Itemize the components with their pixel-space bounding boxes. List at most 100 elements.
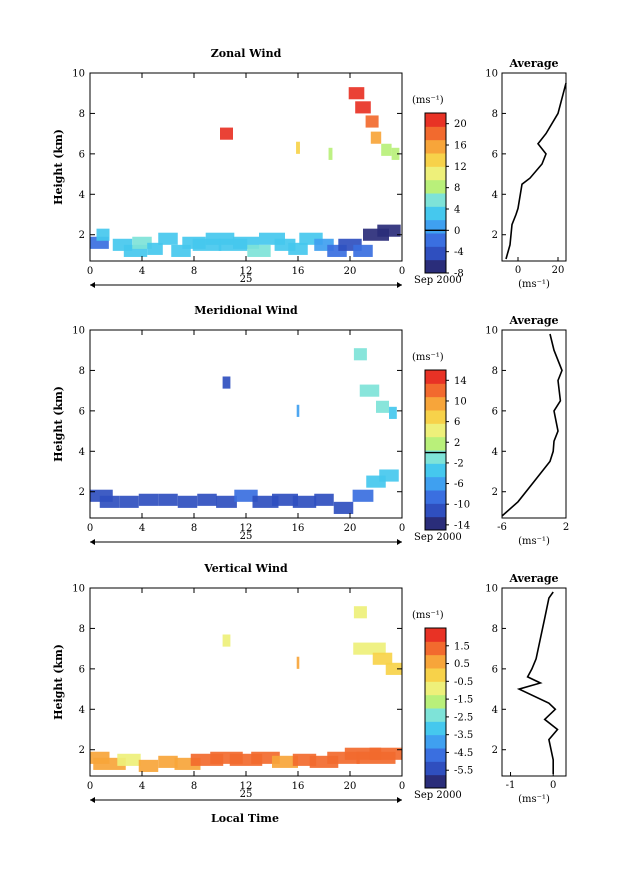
x-tick-label: 20 [344,781,357,792]
avg-x-tick-label: 0 [515,265,521,276]
heatmap-cell [333,501,354,514]
heatmap-cell [117,753,141,766]
colorbar-tick-label: 2 [454,438,460,449]
day-bar-arrow-left [90,539,95,545]
plot-frame [89,72,403,262]
colorbar-segment [425,668,446,682]
day-bar-arrow-right [397,539,402,545]
colorbar-segment [425,503,446,518]
avg-y-tick-label: 10 [485,584,498,595]
colorbar-segment [425,423,446,438]
average-title: Average [508,572,558,585]
heatmap-cell [158,755,178,768]
colorbar-segment [425,370,446,384]
y-tick-label: 10 [72,69,85,80]
y-tick-label: 8 [79,109,85,120]
avg-y-tick-label: 4 [492,447,498,458]
x-tick-label: 0 [87,781,93,792]
colorbar-segment [425,734,446,749]
heatmap-cell [197,493,217,506]
y-tick-label: 8 [79,624,85,635]
day-bar-arrow-left [90,797,95,803]
average-title: Average [508,57,558,70]
colorbar-tick-label: -6 [454,479,464,490]
colorbar-segment [425,219,446,234]
heatmap-cell [353,244,373,257]
colorbar-segment [425,396,446,411]
colorbar-tick-label: 10 [454,396,467,407]
colorbar-tick-label: -8 [454,269,464,280]
colorbar-tick-label: -2 [454,458,464,469]
colorbar-segment [425,490,446,504]
x-tick-label: 0 [399,781,405,792]
heatmap-cells [90,87,401,257]
y-tick-label: 8 [79,366,85,377]
heatmap-cells [90,348,399,514]
heatmap-cell [352,489,374,502]
colorbar-segment [425,748,446,762]
heatmap-cell [365,115,379,128]
heatmap-cell [372,652,393,665]
avg-y-tick-label: 10 [485,69,498,80]
day-bar-arrow-right [397,797,402,803]
heatmap-cell [158,232,178,245]
x-tick-label: 0 [399,523,405,534]
colorbar-units: (ms⁻¹) [412,610,444,621]
day-bar-arrow-right [397,282,402,288]
x-tick-label: 4 [139,781,145,792]
colorbar-tick-label: 4 [454,205,460,216]
colorbar-segment [425,259,446,274]
colorbar-segment [425,774,446,789]
colorbar-segment [425,463,446,478]
colorbar-segment [425,193,446,207]
x-tick-label: 16 [292,523,305,534]
heatmap-cell [379,469,399,482]
panel-meridional: Meridional Wind 2 4 6 8 10 Height (km) 0 4 8 12 16 2… [52,304,569,547]
colorbar-segment [425,383,446,398]
colorbar-segment [425,179,446,194]
colorbar-segment [425,410,446,424]
y-tick-label: 2 [79,745,85,756]
colorbar-segment [425,153,446,167]
heatmap-cell [389,406,397,419]
heatmap-cell [138,493,159,506]
avg-x-tick-label: -6 [497,522,507,533]
colorbar-tick-label: 1.5 [454,641,470,652]
x-tick-label: 4 [139,523,145,534]
colorbar-tick-label: -4 [454,247,464,258]
colorbar-segment [425,206,446,221]
y-axis-label: Height (km) [52,129,65,205]
average-profile-line [505,82,567,260]
heatmap-cell [296,141,300,154]
colorbar-segment [425,436,446,451]
avg-x-tick-label: 0 [550,780,556,791]
colorbar-segment [425,641,446,656]
colorbar-segment [425,694,446,709]
colorbar-segment [425,681,446,696]
heatmap-cell [385,662,402,675]
colorbar-segment [425,516,446,531]
x-tick-label: 8 [191,266,197,277]
colorbar-units: (ms⁻¹) [412,352,444,363]
day-label: 25 [240,531,253,542]
average-frame [501,72,567,262]
colorbar-tick-label: -4.5 [454,748,473,759]
heatmap-cell [234,489,258,502]
heatmap-cell [216,495,237,508]
x-tick-label: 0 [399,266,405,277]
x-tick-label: 12 [240,523,253,534]
heatmap-cell [296,404,300,417]
heatmap-cell [99,495,120,508]
average-title: Average [508,314,558,327]
avg-y-tick-label: 6 [492,664,498,675]
average-x-label: (ms⁻¹) [518,794,550,805]
heatmap-cell [222,634,231,647]
colorbar-tick-label: 8 [454,183,460,194]
x-tick-label: 12 [240,781,253,792]
avg-y-tick-label: 8 [492,624,498,635]
heatmap-cell [138,759,159,772]
average-x-label: (ms⁻¹) [518,279,550,290]
heatmap-cell [353,606,367,619]
x-tick-label: 20 [344,523,357,534]
